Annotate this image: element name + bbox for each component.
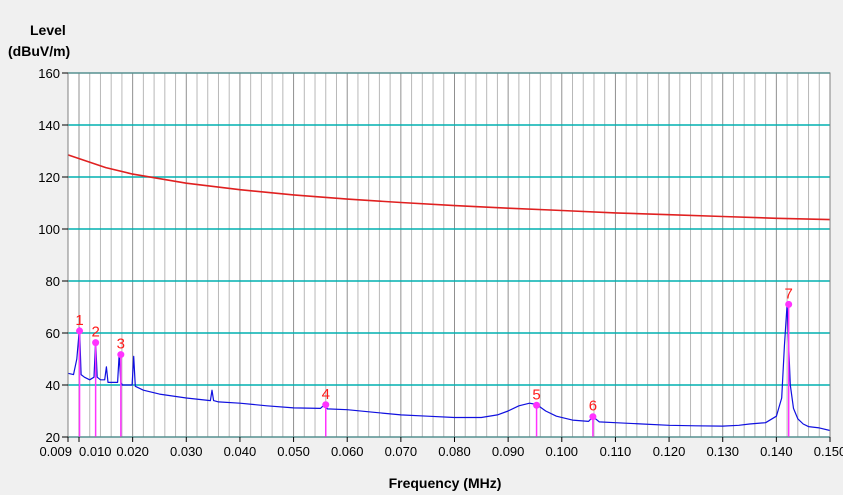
- x-tick-label: 0.130: [706, 444, 739, 459]
- x-tick-label: 0.100: [546, 444, 579, 459]
- x-tick-label: 0.030: [170, 444, 203, 459]
- marker-3-label: 3: [117, 336, 125, 353]
- x-tick-label: 0.010: [79, 444, 112, 459]
- marker-1-label: 1: [75, 312, 83, 329]
- marker-5-point: [533, 401, 541, 409]
- y-tick-label: 60: [46, 326, 60, 341]
- series-layer: [67, 154, 831, 432]
- marker-7-point: [785, 300, 793, 308]
- x-tick-label: 0.009: [39, 444, 72, 459]
- marker-7-label: 7: [785, 285, 793, 302]
- x-axis-label: Frequency (MHz): [389, 475, 502, 491]
- marker-4-label: 4: [322, 386, 330, 403]
- x-tick-label: 0.050: [277, 444, 310, 459]
- y-tick-label: 120: [38, 170, 60, 185]
- x-tick-label: 0.040: [224, 444, 257, 459]
- x-tick-label: 0.150: [814, 444, 843, 459]
- x-tick-label: 0.090: [492, 444, 525, 459]
- x-tick-label: 0.140: [760, 444, 793, 459]
- marker-2-point: [92, 339, 100, 347]
- y-axis-label-line1: Level: [30, 22, 66, 38]
- y-tick-label: 40: [46, 378, 60, 393]
- measurement-trace: [67, 303, 831, 432]
- y-axis-ticks: 20 40 60 80 100 120 140 160: [38, 66, 68, 445]
- plot-area: [68, 73, 830, 437]
- marker-5-label: 5: [532, 386, 540, 403]
- plot-frame: [67, 72, 831, 438]
- y-tick-label: 160: [38, 66, 60, 81]
- y-tick-label: 80: [46, 274, 60, 289]
- marker-1-point: [76, 327, 84, 335]
- marker-6-label: 6: [589, 398, 597, 415]
- marker-layer: 12 3 4 5 6 7: [75, 285, 793, 437]
- x-tick-label: 0.110: [600, 444, 632, 459]
- marker-3-point: [117, 351, 125, 359]
- minor-grid: [89, 73, 820, 437]
- limit-line: [67, 154, 831, 221]
- x-tick-label: 0.120: [653, 444, 686, 459]
- x-tick-label: 0.020: [116, 444, 149, 459]
- marker-4-point: [322, 401, 330, 409]
- x-axis-ticks: 0.009 0.010 0.020 0.030 0.040 0.050 0.060 0.070…: [39, 437, 843, 459]
- marker-6-point: [589, 413, 597, 421]
- y-tick-label: 100: [38, 222, 60, 237]
- y-tick-label: 20: [46, 430, 60, 445]
- x-tick-label: 0.080: [438, 444, 471, 459]
- y-tick-label: 140: [38, 118, 60, 133]
- y-axis-label-line2: (dBuV/m): [8, 43, 70, 59]
- marker-2-label: 2: [91, 324, 99, 341]
- x-tick-label: 0.060: [331, 444, 364, 459]
- x-tick-label: 0.070: [385, 444, 418, 459]
